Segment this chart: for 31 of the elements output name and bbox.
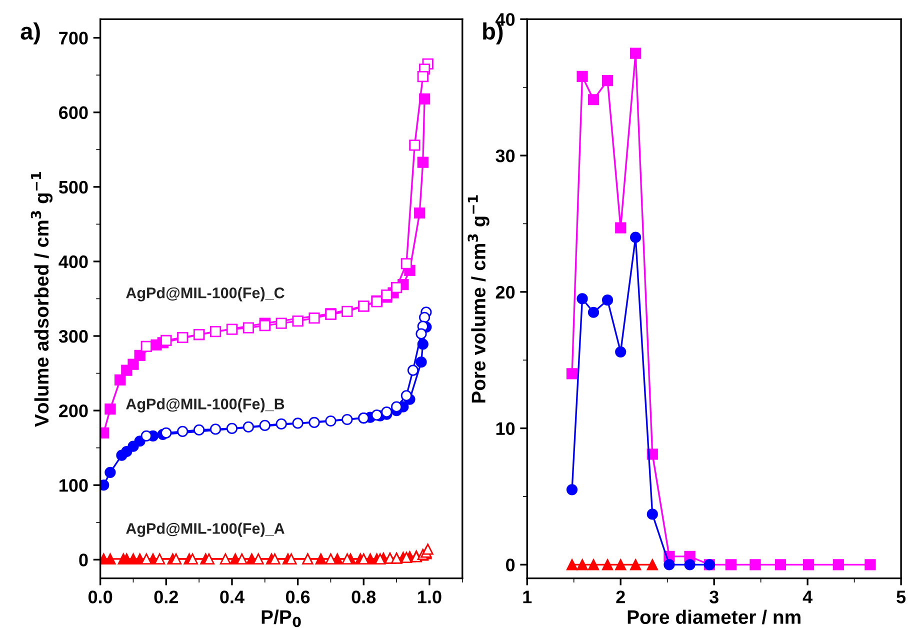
y-axis-title: Volume adsorbed / cm$^{3}$ g$^{−1}$	[30, 172, 53, 427]
x-tick-label: 0.4	[220, 590, 244, 604]
y-tick-label: 400	[58, 255, 88, 268]
x-axis-title: P/P$_{0}$	[262, 610, 301, 628]
x-tick-label: 1.0	[418, 590, 442, 604]
series-label: AgPd@MIL-100(Fe)_B	[126, 398, 284, 412]
x-tick-label: 2	[616, 590, 625, 604]
x-tick-label: 5	[896, 590, 906, 604]
series-label: AgPd@MIL-100(Fe)_A	[126, 522, 284, 537]
y-tick-label: 20	[496, 286, 515, 299]
x-tick-label: 1	[523, 590, 532, 604]
y-tick-label: 30	[496, 149, 515, 162]
y-tick-label: 300	[58, 330, 88, 343]
y-tick-label: 0	[79, 554, 88, 566]
y-tick-label: 600	[59, 106, 88, 120]
y-tick-label: 100	[60, 479, 88, 492]
x-tick-label: 0.2	[154, 590, 178, 604]
y-tick-label: 200	[59, 404, 88, 418]
x-tick-label: 0.6	[286, 590, 310, 604]
x-tick-label: 0.0	[88, 590, 112, 604]
x-tick-label: 4	[802, 590, 812, 604]
x-axis-title: Pore diameter / nm	[628, 610, 800, 624]
chart-title: a)	[20, 22, 40, 44]
series-label: AgPd@MIL-100(Fe)_C	[126, 287, 284, 302]
y-tick-label: 0	[506, 558, 515, 572]
x-tick-label: 0.8	[352, 590, 376, 604]
y-tick-label: 700	[59, 32, 88, 45]
x-tick-label: 3	[709, 590, 718, 604]
y-tick-label: 500	[58, 180, 88, 194]
y-tick-label: 10	[496, 422, 515, 436]
y-axis-title: Pore volume / cm$^{3}$ g$^{−1}$	[468, 195, 490, 403]
